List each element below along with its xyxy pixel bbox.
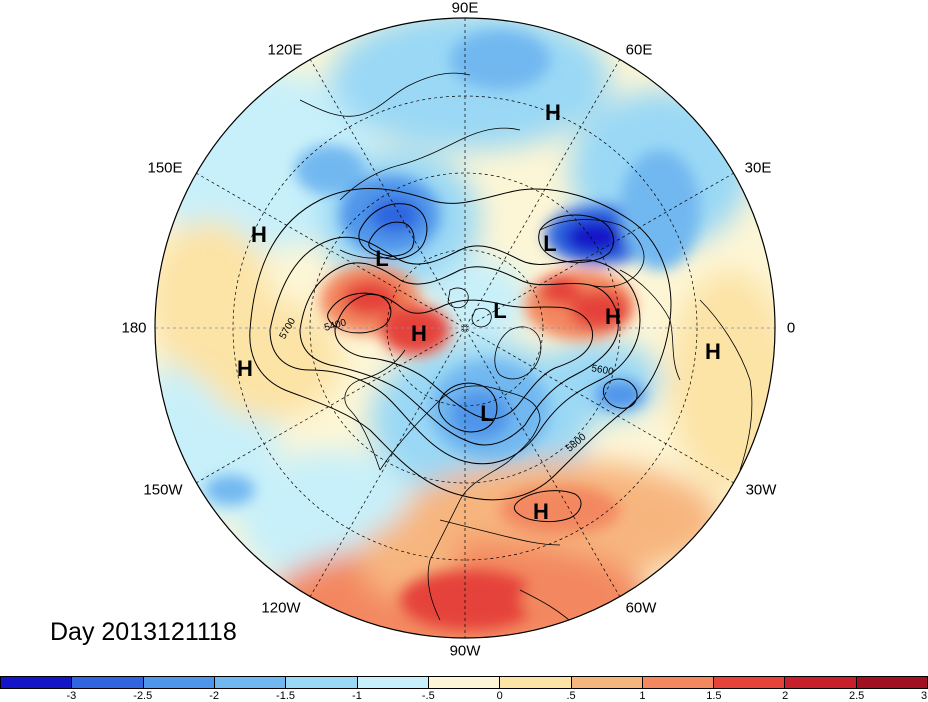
colorbar-segment [642,677,715,688]
pressure-centers: H H H H H H H L L L L [237,100,721,524]
colorbar-tick-label: -.5 [421,690,435,702]
high-center: H [545,100,561,125]
graticule [155,18,775,638]
colorbar-segment [72,677,144,688]
colorbar-segment [214,677,287,688]
colorbar-tick-label: -1 [352,690,362,702]
colorbar-segment [1,677,73,688]
colorbar-tick-labels: -3 -2.5 -2 -1.5 -1 -.5 0 .5 1 1.5 2 2.5 3 [0,690,928,702]
anomaly-field [155,18,775,638]
colorbar-segment [357,677,429,688]
lon-label-150e: 150E [147,159,183,177]
colorbar-segment [714,677,786,688]
lon-label-60w: 60W [625,599,657,617]
colorbar-segment [286,677,358,688]
colorbar-tick-label: 2 [782,690,789,702]
contour-label: 5600 [591,363,615,378]
lon-label-90e: 90E [451,0,479,17]
colorbar-segment [571,677,643,688]
height-contours [249,188,672,523]
high-center: H [411,321,427,346]
colorbar-tick-label: 3 [920,690,928,702]
colorbar-tick-label: 1.5 [706,690,722,702]
low-center: L [375,246,388,271]
low-center: L [493,298,506,323]
colorbar-segment [856,677,928,688]
high-center: H [705,339,721,364]
lon-label-120w: 120W [261,599,301,617]
high-center: H [237,356,253,381]
lon-label-120e: 120E [267,41,303,59]
colorbar-segment [500,677,572,688]
lon-label-180: 180 [121,319,147,337]
lon-label-0: 0 [786,319,796,337]
colorbar-segment [143,677,215,688]
high-center: H [533,499,549,524]
map-boundary [154,17,776,639]
colorbar-tick-label: 2.5 [848,690,865,702]
low-center: L [480,401,493,426]
low-center: L [543,231,556,256]
colorbar-tick-label: -3 [66,690,77,702]
high-center: H [251,222,267,247]
colorbar [0,676,928,689]
lon-label-60e: 60E [625,41,653,59]
colorbar-tick-label: .5 [566,690,576,702]
colorbar-segment [785,677,857,688]
colorbar-tick-label: -2.5 [133,690,153,702]
lon-label-30e: 30E [744,159,772,177]
colorbar-tick-label: 0 [496,690,503,702]
colorbar-tick-label: 1 [639,690,646,702]
date-title: Day 2013121118 [50,618,237,646]
colorbar-tick-label: -2 [209,690,220,702]
colorbar-segment [428,677,501,688]
high-center: H [605,304,621,329]
lon-label-150w: 150W [143,481,183,499]
colorbar-tick-label: -1.5 [276,690,296,702]
lon-label-30w: 30W [745,481,777,499]
lon-label-90w: 90W [449,642,481,660]
